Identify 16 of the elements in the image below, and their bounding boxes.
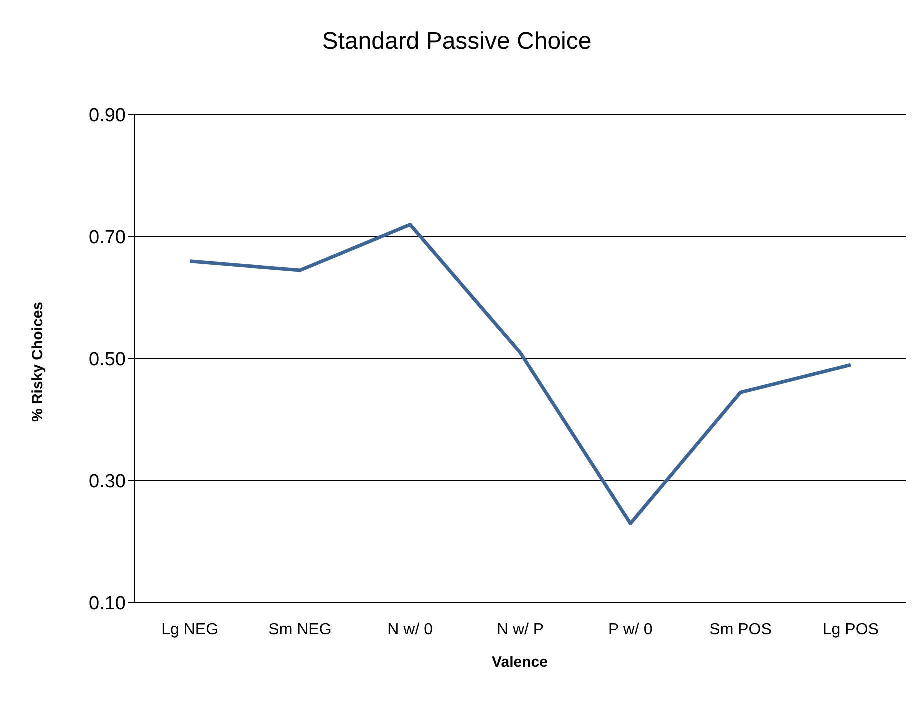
y-tick-label: 0.90 [89, 106, 126, 127]
x-axis-title: Valence [491, 654, 549, 671]
y-tick-label: 0.70 [89, 228, 126, 249]
x-tick-label: P w/ 0 [608, 621, 653, 638]
x-tick-label: Lg NEG [162, 621, 219, 638]
x-tick-label: Sm POS [710, 621, 772, 638]
x-tick-label: N w/ P [496, 621, 544, 638]
line-series [188, 223, 853, 526]
x-tick-label: Sm NEG [268, 621, 332, 638]
y-axis-title: % Risky Choices [30, 302, 46, 422]
y-tick-label: 0.50 [89, 350, 126, 371]
y-tick-label: 0.30 [89, 472, 126, 493]
y-tick-label: 0.10 [89, 594, 126, 615]
x-tick-label: N w/ 0 [388, 621, 434, 638]
chart-title: Standard Passive Choice [321, 28, 593, 56]
x-tick-label: Lg POS [822, 621, 879, 638]
